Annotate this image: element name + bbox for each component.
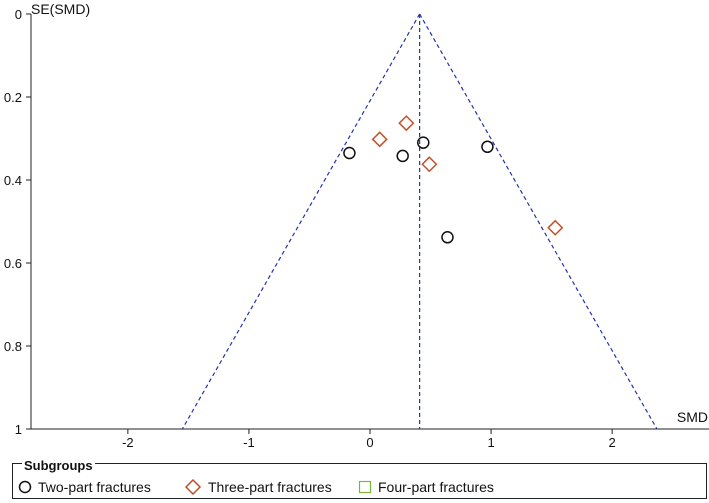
data-point-two-part: [441, 231, 454, 244]
legend-title: Subgroups: [22, 458, 95, 473]
data-point-three-part: [547, 219, 564, 236]
data-point-two-part: [343, 146, 356, 160]
y-tick-label: 0.8: [4, 339, 22, 354]
square-marker-icon: [358, 480, 372, 494]
y-tick-label: 0: [15, 7, 22, 22]
legend-item-two-part: Two-part fractures: [18, 478, 151, 496]
legend-item-three-part: Three-part fractures: [184, 478, 332, 496]
y-tick-label: 1: [15, 422, 22, 437]
diamond-marker-icon: [184, 479, 202, 495]
data-point-three-part: [421, 156, 438, 173]
axes: 0 0.2 0.4 0.6 0.8 1 -2 -1 0 1 2: [4, 7, 709, 450]
x-tick-label: 1: [487, 435, 494, 450]
x-tick-label: 2: [609, 435, 616, 450]
funnel-left-boundary: [181, 13, 421, 430]
funnel-right-boundary: [419, 13, 658, 430]
data-points: [343, 115, 564, 244]
y-tick-label: 0.2: [4, 90, 22, 105]
y-tick-label: 0.6: [4, 256, 22, 271]
y-axis-label: SE(SMD): [31, 1, 90, 17]
funnel-lines: [181, 13, 658, 430]
y-tick-label: 0.4: [4, 173, 22, 188]
data-point-three-part: [398, 115, 415, 132]
legend-label-three-part: Three-part fractures: [208, 479, 332, 495]
data-point-two-part: [481, 140, 494, 154]
legend-item-four-part: Four-part fractures: [358, 478, 494, 496]
x-axis-label: SMD: [677, 409, 708, 425]
x-tick-label: 0: [366, 435, 373, 450]
x-tick-label: -2: [122, 435, 134, 450]
legend-label-two-part: Two-part fractures: [38, 479, 151, 495]
data-point-two-part: [417, 136, 430, 149]
data-point-three-part: [371, 131, 388, 148]
x-tick-label: -1: [243, 435, 255, 450]
legend-label-four-part: Four-part fractures: [378, 479, 494, 495]
circle-marker-icon: [18, 480, 32, 494]
data-point-two-part: [396, 149, 409, 163]
funnel-plot: 0 0.2 0.4 0.6 0.8 1 -2 -1 0 1 2 SE(SMD) SMD: [4, 1, 709, 450]
